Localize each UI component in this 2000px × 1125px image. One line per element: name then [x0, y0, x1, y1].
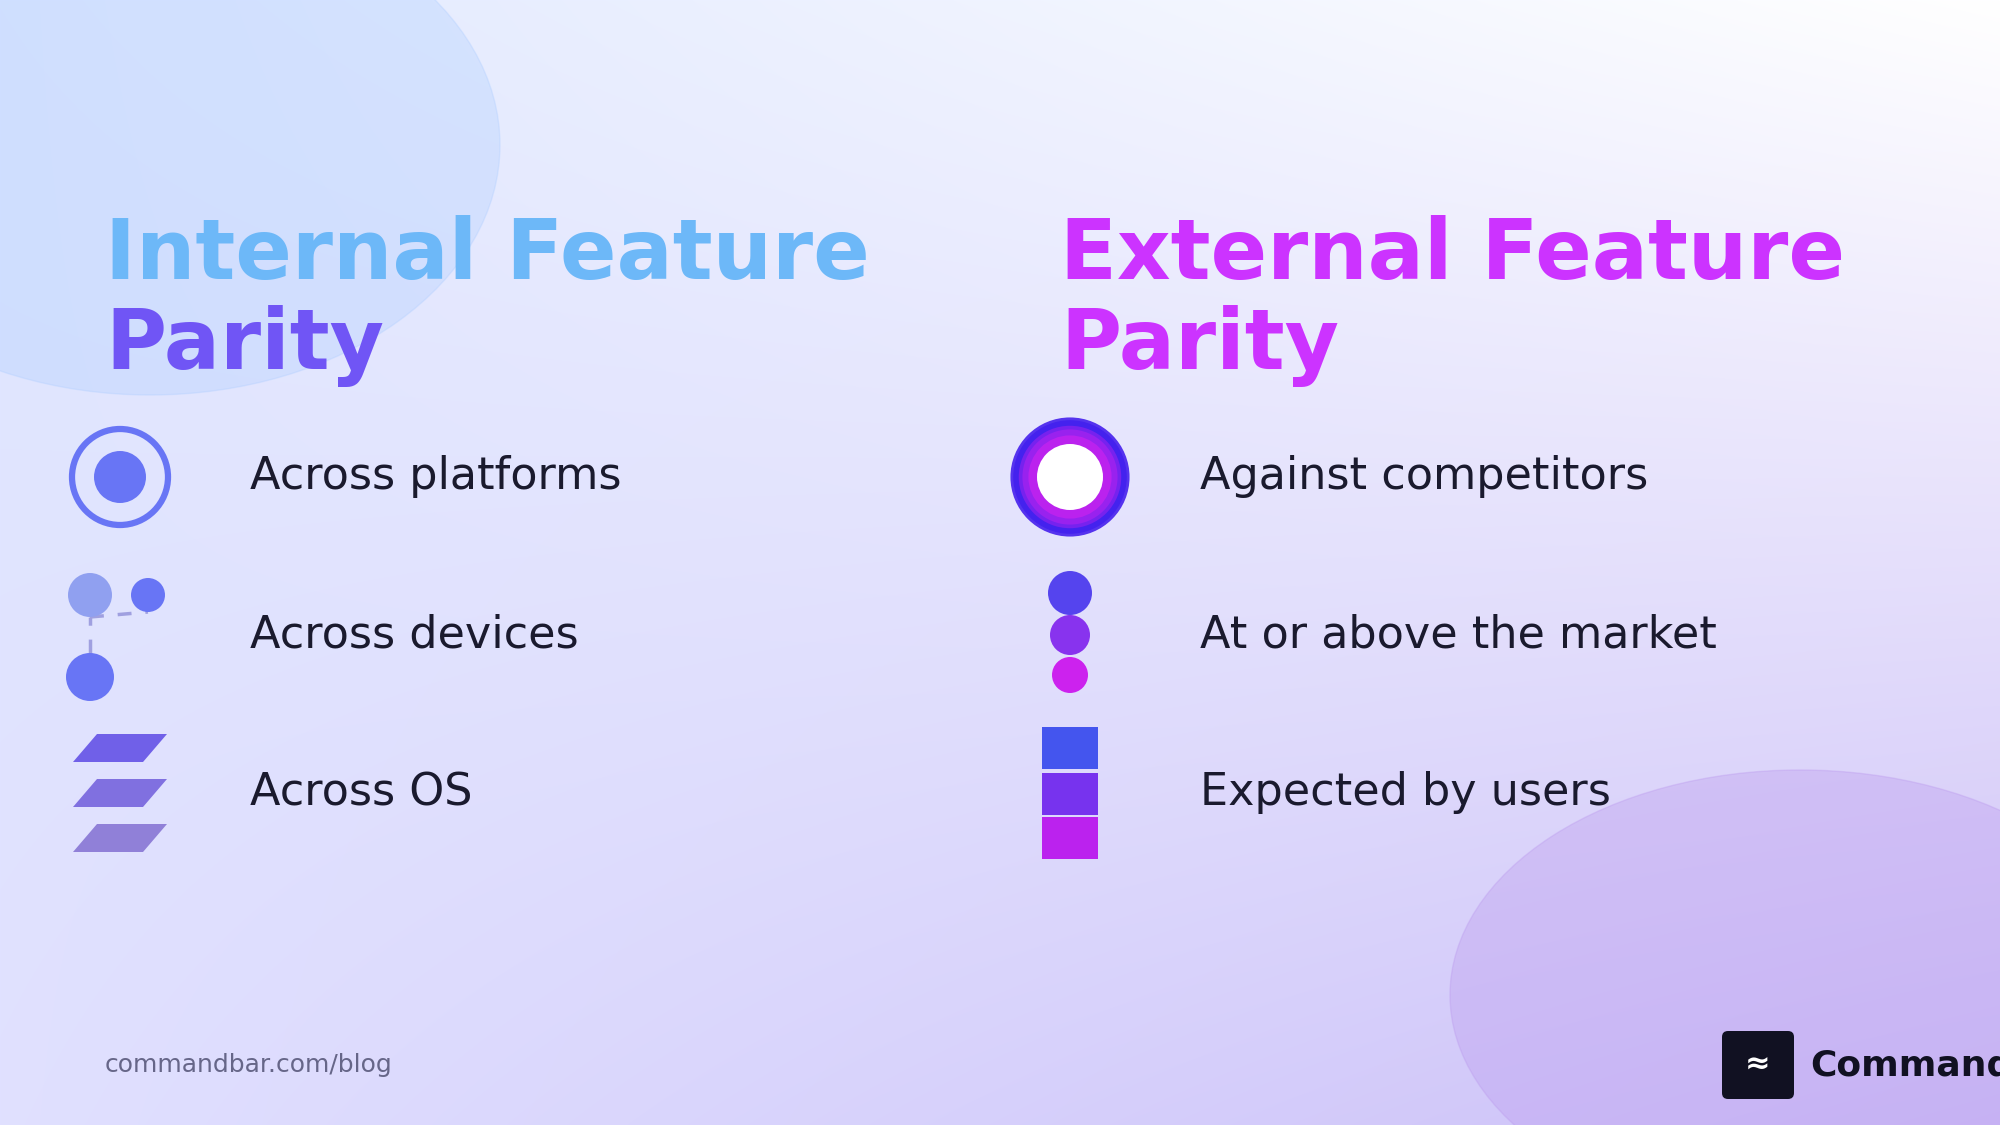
Bar [1042, 727, 1098, 770]
Text: Against competitors: Against competitors [1200, 456, 1648, 498]
Bar [1042, 773, 1098, 814]
Ellipse shape [0, 0, 500, 395]
Bar [1042, 817, 1098, 860]
Circle shape [1052, 657, 1088, 693]
Text: Across platforms: Across platforms [250, 456, 622, 498]
Polygon shape [72, 824, 168, 852]
Polygon shape [72, 778, 168, 807]
Polygon shape [72, 734, 168, 762]
Circle shape [132, 578, 164, 612]
Circle shape [68, 573, 112, 616]
Text: Parity: Parity [104, 305, 384, 387]
Text: Across devices: Across devices [250, 613, 578, 657]
Circle shape [1050, 615, 1090, 655]
Circle shape [94, 451, 146, 503]
Circle shape [1038, 446, 1102, 508]
Text: Expected by users: Expected by users [1200, 772, 1610, 814]
Text: At or above the market: At or above the market [1200, 613, 1716, 657]
Text: External Feature: External Feature [1060, 215, 1844, 296]
Text: ≈: ≈ [1746, 1051, 1770, 1080]
Text: commandbar.com/blog: commandbar.com/blog [104, 1053, 392, 1077]
Ellipse shape [1450, 770, 2000, 1125]
FancyBboxPatch shape [1722, 1030, 1794, 1099]
Circle shape [66, 652, 114, 701]
Text: CommandBar: CommandBar [1810, 1048, 2000, 1082]
Circle shape [1036, 444, 1104, 510]
Text: Internal Feature: Internal Feature [104, 215, 870, 296]
Circle shape [1048, 572, 1092, 615]
Text: Across OS: Across OS [250, 772, 472, 814]
Text: Parity: Parity [1060, 305, 1340, 387]
